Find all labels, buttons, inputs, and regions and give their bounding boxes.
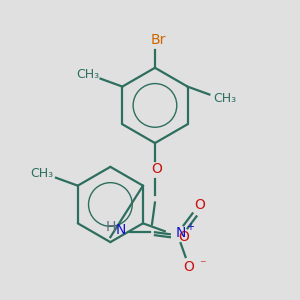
Text: CH₃: CH₃ bbox=[214, 92, 237, 105]
Text: O: O bbox=[194, 199, 205, 212]
Text: N: N bbox=[116, 223, 127, 237]
Text: Br: Br bbox=[150, 33, 166, 47]
Text: O: O bbox=[183, 260, 194, 274]
Text: ⁻: ⁻ bbox=[199, 258, 206, 272]
Text: CH₃: CH₃ bbox=[76, 68, 99, 81]
Text: O: O bbox=[152, 162, 162, 176]
Text: CH₃: CH₃ bbox=[31, 167, 54, 180]
Text: +: + bbox=[185, 222, 194, 232]
Text: O: O bbox=[178, 230, 189, 244]
Text: N: N bbox=[176, 226, 186, 240]
Text: H: H bbox=[105, 220, 116, 234]
